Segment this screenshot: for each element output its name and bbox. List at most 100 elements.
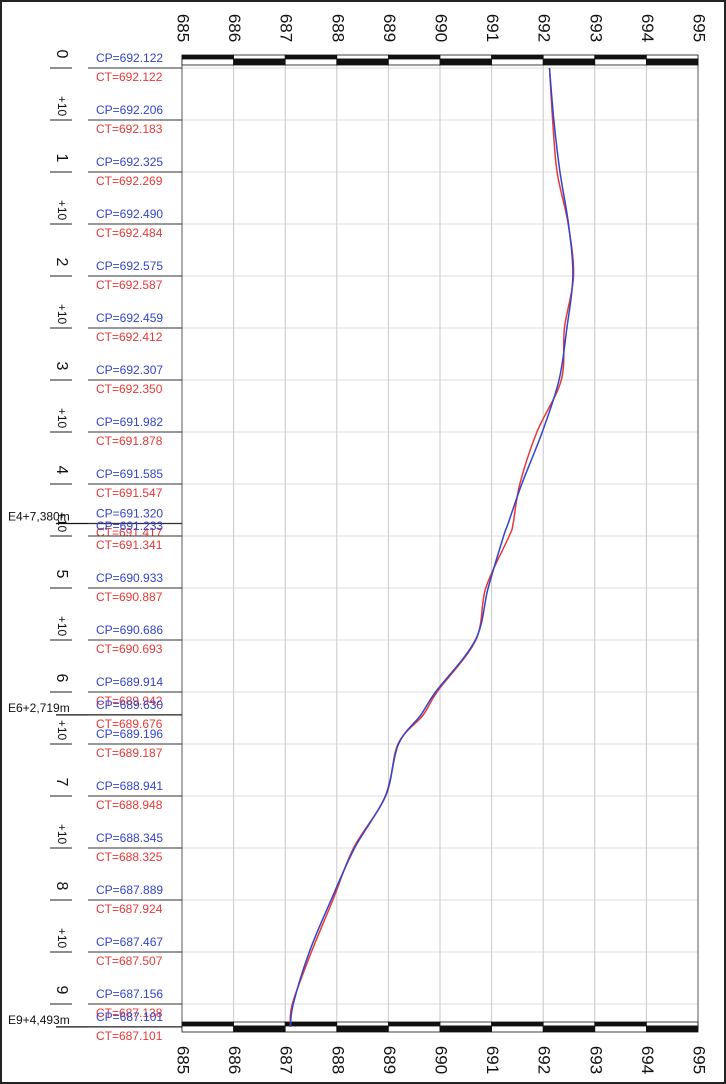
station-tick-label: 4	[53, 466, 70, 475]
ct-value-label: CT=687.924	[96, 902, 163, 916]
station-tick-label: 9	[53, 986, 70, 995]
cp-value-label: CP=691.320	[96, 507, 163, 521]
cp-value-label: CP=689.196	[96, 727, 163, 741]
cp-value-label: CP=687.889	[96, 883, 163, 897]
value-axis-tick-label: 687	[277, 1046, 296, 1074]
scale-segment	[336, 1021, 389, 1027]
ct-value-label: CT=692.412	[96, 330, 163, 344]
series-lines	[289, 67, 575, 1027]
value-axis: 685 685 686 686 687 687 688 688 689 689 690 690 691 6…	[174, 14, 709, 1074]
cp-value-label: CP=692.307	[96, 363, 163, 377]
scale-segment	[387, 1025, 441, 1033]
station-tick-label: +10	[55, 200, 69, 221]
scale-segment	[336, 54, 389, 60]
value-axis-tick-label: 686	[225, 14, 244, 42]
value-axis-tick-label: 689	[380, 1046, 399, 1074]
station-tick-label: 8	[53, 882, 70, 891]
cp-value-label: CP=691.585	[96, 467, 163, 481]
scale-bars	[181, 54, 699, 1033]
ct-value-label: CT=687.101	[96, 1029, 163, 1043]
ct-value-label: CT=692.350	[96, 382, 163, 396]
scale-segment	[594, 54, 647, 60]
scale-segment	[181, 58, 234, 66]
scale-segment	[181, 54, 234, 60]
station-tick-label: +10	[55, 304, 69, 325]
station-tick-label: 0	[53, 50, 70, 59]
scale-segment	[284, 58, 338, 66]
value-axis-tick-label: 694	[638, 14, 657, 42]
value-axis-tick-label: 686	[225, 1046, 244, 1074]
station-tick-label: 2	[53, 258, 70, 267]
cp-value-label: CP=692.575	[96, 259, 163, 273]
value-axis-tick-label: 693	[586, 14, 605, 42]
cp-value-label: CP=691.233	[96, 519, 163, 533]
scale-segment	[491, 1025, 544, 1033]
scale-segment	[181, 1021, 234, 1027]
cp-value-label: CP=688.941	[96, 779, 163, 793]
scale-segment	[439, 54, 492, 60]
scale-segment	[336, 1025, 389, 1033]
value-axis-tick-label: 691	[483, 1046, 502, 1074]
grid	[181, 55, 699, 1030]
cp-value-label: CP=690.686	[96, 623, 163, 637]
station-tick-label: +10	[55, 824, 69, 845]
scale-segment	[387, 54, 441, 60]
scale-segment	[491, 58, 544, 66]
scale-segment	[594, 1021, 647, 1027]
scale-segment	[181, 1025, 234, 1033]
station-tick-label: 7	[53, 778, 70, 787]
station-tick-label: 5	[53, 570, 70, 579]
value-axis-tick-label: 690	[432, 1046, 451, 1074]
scale-segment	[439, 58, 492, 66]
cp-value-label: CP=692.490	[96, 207, 163, 221]
value-labels: CP=692.122 CT=692.122 CP=692.206 CT=692.183…	[88, 51, 182, 1043]
scale-segment	[542, 54, 596, 60]
cp-value-label: CP=687.101	[96, 1010, 163, 1024]
ct-value-label: CT=690.887	[96, 590, 163, 604]
value-axis-tick-label: 694	[638, 1046, 657, 1074]
ct-value-label: CT=692.269	[96, 174, 163, 188]
value-axis-tick-label: 693	[586, 1046, 605, 1074]
scale-segment	[284, 54, 338, 60]
ct-value-label: CT=688.948	[96, 798, 163, 812]
cp-value-label: CP=688.345	[96, 831, 163, 845]
station-tick-label: +10	[55, 928, 69, 949]
cp-value-label: CP=689.914	[96, 675, 163, 689]
scale-segment	[387, 58, 441, 66]
scale-segment	[233, 54, 286, 60]
station-tick-label: +10	[55, 512, 69, 533]
cp-value-label: CP=687.467	[96, 935, 163, 949]
ct-value-label: CT=692.122	[96, 70, 163, 84]
scale-segment	[387, 1021, 441, 1027]
value-axis-tick-label: 695	[690, 14, 709, 42]
station-tick-label: +10	[55, 96, 69, 117]
series-line-cp	[289, 67, 574, 1027]
scale-segment	[233, 1021, 286, 1027]
cp-value-label: CP=687.156	[96, 987, 163, 1001]
scale-segment	[594, 1025, 647, 1033]
station-tick-label: 3	[53, 362, 70, 371]
cp-value-label: CP=692.459	[96, 311, 163, 325]
cp-value-label: CP=689.630	[96, 698, 163, 712]
scale-segment	[284, 1021, 338, 1027]
scale-segment	[646, 1025, 699, 1033]
cp-value-label: CP=692.122	[96, 51, 163, 65]
value-axis-tick-label: 692	[535, 14, 554, 42]
scale-segment	[284, 1025, 338, 1033]
value-axis-tick-label: 691	[483, 14, 502, 42]
value-axis-tick-label: 688	[328, 14, 347, 42]
ct-value-label: CT=691.878	[96, 434, 163, 448]
ct-value-label: CT=691.547	[96, 486, 163, 500]
station-tick-label: 1	[53, 154, 70, 163]
scale-segment	[646, 58, 699, 66]
marker-label: E9+4,493m	[8, 1013, 70, 1027]
value-axis-tick-label: 685	[174, 14, 193, 42]
ct-value-label: CT=690.693	[96, 642, 163, 656]
cp-value-label: CP=690.933	[96, 571, 163, 585]
scale-segment	[233, 1025, 286, 1033]
ct-value-label: CT=692.484	[96, 226, 163, 240]
scale-segment	[491, 54, 544, 60]
value-axis-tick-label: 687	[277, 14, 296, 42]
ct-value-label: CT=692.183	[96, 122, 163, 136]
marker-label: E4+7,380m	[8, 510, 70, 524]
